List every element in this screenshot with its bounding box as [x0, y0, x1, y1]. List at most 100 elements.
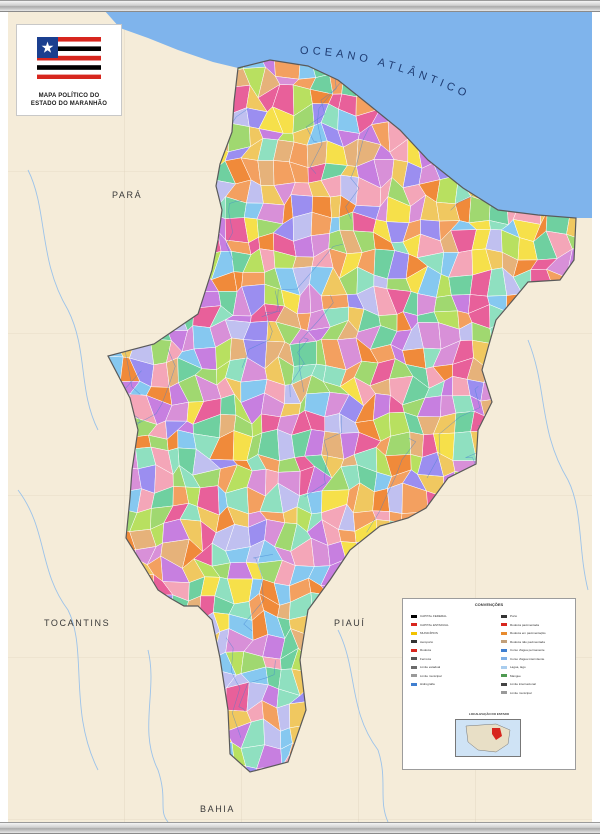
legend-item: Porto: [501, 613, 517, 619]
legend-label: Curso d'água intermitente: [510, 656, 545, 661]
river: [289, 337, 309, 398]
legend-symbol: [411, 682, 417, 686]
location-inset-title: LOCALIZAÇÃO DO ESTADO: [468, 712, 510, 716]
legend-label: Limite municipal: [510, 690, 532, 695]
legend-item: Rodovia em pavimentação: [501, 630, 546, 636]
municipality-area: [566, 213, 576, 241]
river: [298, 295, 334, 393]
legend-label: Rodovia não pavimentada: [510, 639, 545, 644]
legend-item: Rodovia pavimentada: [501, 622, 539, 628]
legend-symbol: [501, 648, 507, 652]
legend-symbol: [411, 614, 417, 618]
municipality-area: [448, 274, 473, 296]
hanging-rod-bottom: [0, 822, 600, 834]
legend-label: CAPITAL FEDERAL: [420, 614, 447, 618]
map-title-line1: MAPA POLÍTICO DO: [38, 93, 100, 99]
legend-symbol: [501, 691, 507, 695]
river: [225, 637, 242, 738]
municipality-area: [324, 413, 341, 434]
legend-label: Lagoa, lago: [510, 665, 526, 669]
hanging-rod-top: [0, 0, 600, 12]
legend-label: CAPITAL ESTADUAL: [420, 622, 449, 627]
atlantic-ocean: [104, 10, 592, 218]
legend-symbol: [501, 623, 507, 627]
legend-symbol: [411, 665, 417, 669]
state-label-tocantins: TOCANTINS: [44, 618, 111, 628]
state-label-piaui: PIAUÍ: [334, 618, 366, 628]
legend-item: Ferrovia: [411, 656, 431, 662]
legend-label: Rodovia em pavimentação: [510, 631, 546, 635]
state-label-para: PARÁ: [112, 190, 143, 200]
legend-item: Hidrografia: [411, 681, 435, 687]
river: [426, 386, 481, 479]
river: [261, 243, 343, 317]
legend-item: Limite internacional: [501, 681, 536, 687]
map-legend: CONVENÇÕES CAPITAL FEDERAL CAPITAL ESTADU…: [402, 598, 576, 770]
legend-item: Limite municipal: [501, 690, 532, 696]
state-label-bahia: BAHIA: [200, 804, 236, 814]
legend-symbol: [411, 623, 417, 627]
legend-symbol: [501, 657, 507, 661]
legend-item: Aeroporto: [411, 639, 433, 645]
ocean-label: OCEANO ATLÂNTICO: [300, 34, 560, 169]
legend-symbol: [501, 674, 507, 678]
legend-item: MUNICÍPIOS: [411, 630, 438, 636]
legend-item: CAPITAL FEDERAL: [411, 613, 447, 619]
river: [241, 290, 281, 368]
legend-item: Curso d'água intermitente: [501, 656, 544, 662]
maranhao-flag: [37, 37, 101, 79]
legend-symbol: [411, 631, 417, 635]
river: [225, 200, 242, 261]
legend-item: Limite estadual: [411, 664, 440, 670]
ocean-label-text: OCEANO ATLÂNTICO: [300, 45, 472, 101]
municipality-area: [257, 160, 275, 186]
municipality-area: [245, 765, 259, 772]
legend-label: Ferrovia: [420, 656, 432, 661]
river: [238, 660, 276, 712]
legend-label: Limite municipal: [420, 673, 442, 678]
legend-symbol: [411, 674, 417, 678]
legend-item: Limite municipal: [411, 673, 442, 679]
river: [309, 70, 356, 174]
legend-item: CAPITAL ESTADUAL: [411, 622, 449, 628]
legend-item: Mangue: [501, 673, 521, 679]
legend-title: CONVENÇÕES: [474, 602, 504, 607]
river: [304, 415, 343, 497]
legend-symbol: [501, 614, 507, 618]
legend-label: Rodovia pavimentada: [510, 622, 540, 627]
river: [366, 438, 417, 533]
legend-item: Rodovia: [411, 647, 431, 653]
municipality-area: [387, 482, 403, 514]
map-svg: [8, 10, 592, 822]
legend-symbol: [411, 640, 417, 644]
legend-symbol: [501, 640, 507, 644]
legend-label: Limite internacional: [510, 682, 536, 686]
legend-item: Rodovia não pavimentada: [501, 639, 545, 645]
municipality-area: [241, 272, 266, 287]
legend-item: Curso d'água permanente: [501, 647, 545, 653]
legend-label: Aeroporto: [420, 639, 434, 644]
location-inset-map: [455, 719, 521, 757]
legend-label: Curso d'água permanente: [510, 648, 545, 652]
river: [305, 78, 337, 143]
maranhao-state-border: [107, 59, 577, 773]
legend-symbol: [411, 648, 417, 652]
municipality-area: [338, 529, 357, 543]
legend-symbol: [501, 631, 507, 635]
neighbor-rivers: [17, 169, 589, 822]
legend-label: Mangue: [510, 673, 521, 678]
municipality-area: [289, 340, 317, 367]
legend-label: Limite estadual: [420, 665, 441, 669]
legend-label: Porto: [510, 614, 518, 618]
legend-symbol: [501, 682, 507, 686]
legend-symbol: [411, 657, 417, 661]
title-panel: MAPA POLÍTICO DO ESTADO DO MARANHÃO: [16, 24, 122, 116]
legend-symbol: [501, 665, 507, 669]
map-canvas: [8, 10, 592, 822]
map-title-line2: ESTADO DO MARANHÃO: [30, 101, 108, 107]
river: [124, 349, 176, 426]
river: [243, 554, 273, 632]
legend-item: Lagoa, lago: [501, 664, 526, 670]
river: [345, 126, 370, 220]
legend-label: MUNICÍPIOS: [420, 631, 438, 635]
